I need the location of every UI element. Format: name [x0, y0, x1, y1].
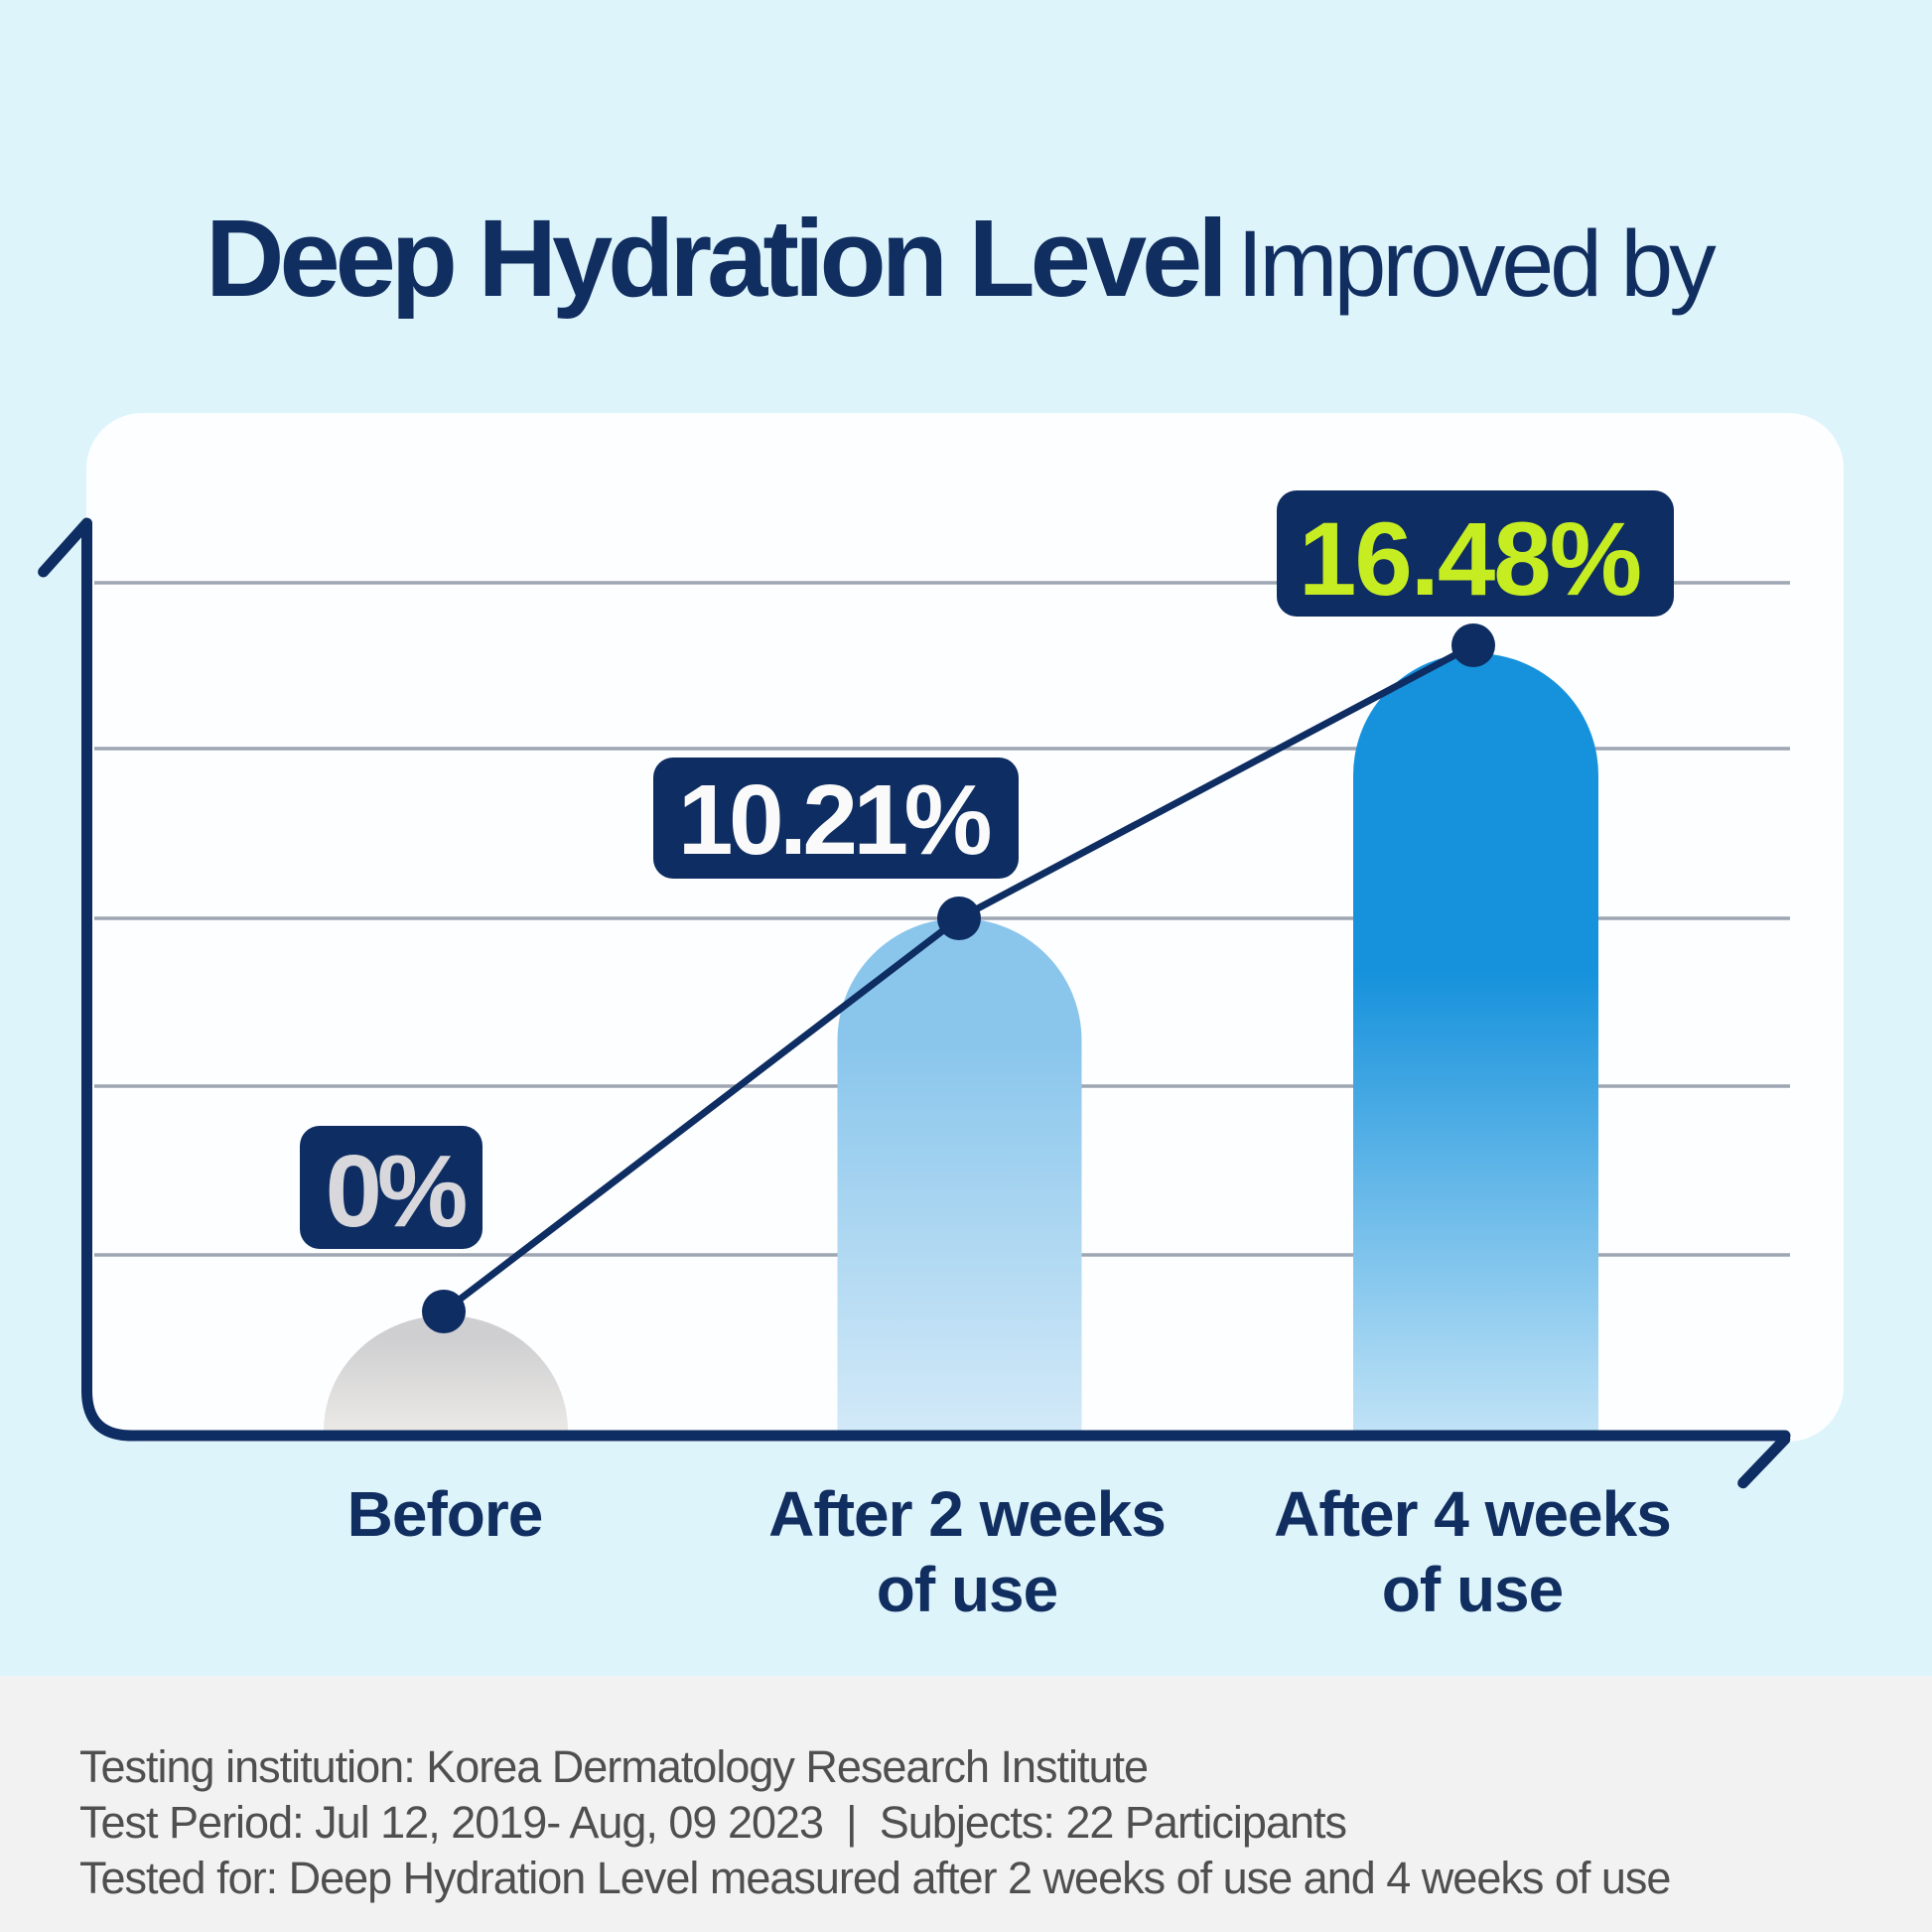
svg-text:Tested for: Deep Hydration Lev: Tested for: Deep Hydration Level measure… — [79, 1853, 1670, 1903]
svg-text:Deep Hydration Level: Deep Hydration Level — [206, 198, 1223, 320]
svg-text:16.48%: 16.48% — [1299, 501, 1640, 618]
svg-text:Before: Before — [347, 1478, 543, 1550]
svg-text:Test Period: Jul 12, 2019- Aug: Test Period: Jul 12, 2019- Aug, 09 2023 … — [79, 1797, 1346, 1848]
svg-text:Testing institution: Korea Der: Testing institution: Korea Dermatology R… — [79, 1741, 1148, 1792]
svg-text:of use: of use — [1382, 1554, 1563, 1625]
svg-text:10.21%: 10.21% — [678, 764, 991, 876]
svg-text:After 2 weeks: After 2 weeks — [768, 1478, 1166, 1550]
svg-text:of use: of use — [877, 1554, 1057, 1625]
svg-text:0%: 0% — [326, 1134, 466, 1248]
svg-text:Improved by: Improved by — [1237, 211, 1717, 317]
svg-text:After 4 weeks: After 4 weeks — [1274, 1478, 1671, 1550]
